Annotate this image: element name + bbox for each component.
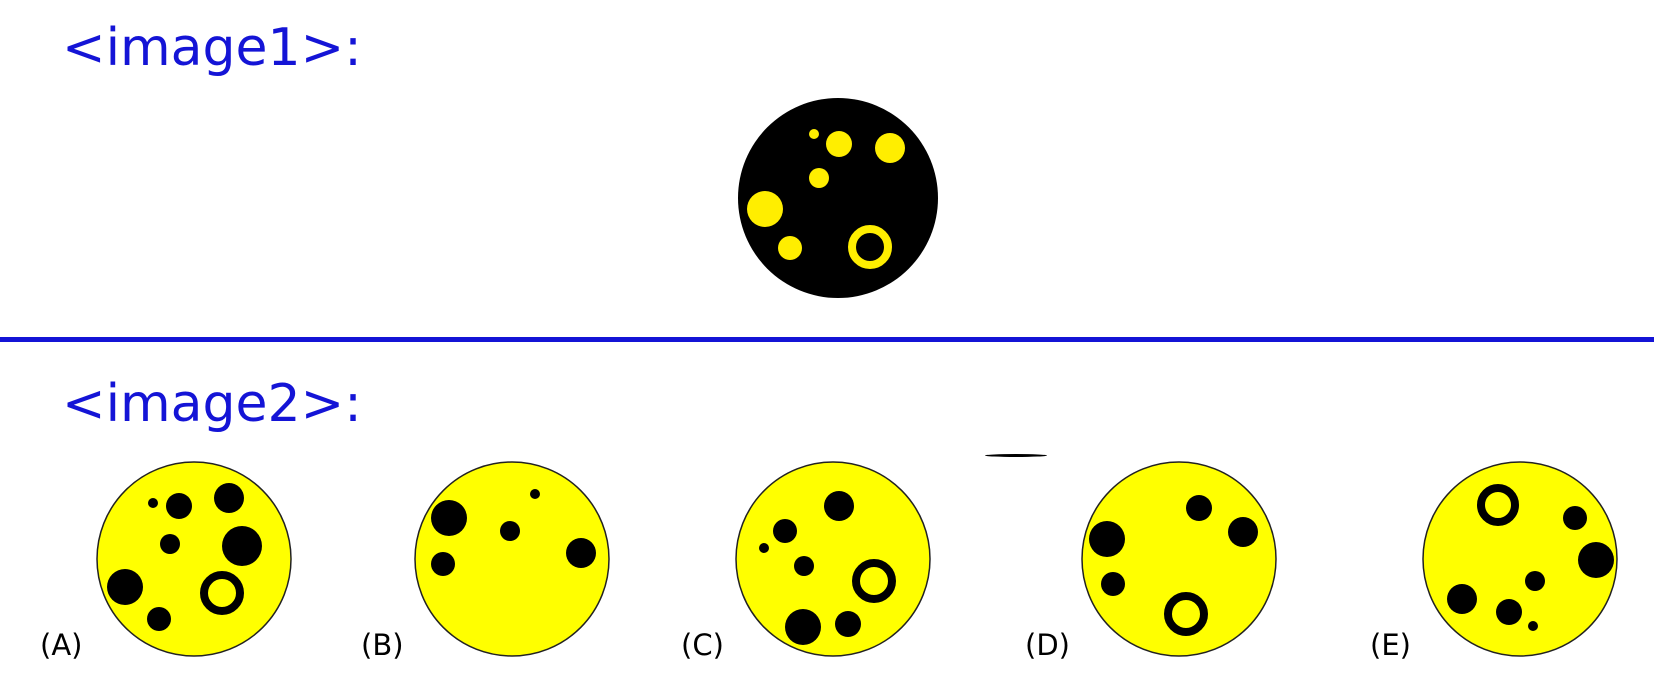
option-c-dot [759, 543, 769, 553]
option-c-body [735, 461, 931, 657]
section-divider [0, 337, 1654, 342]
reference-ring [848, 225, 892, 269]
option-b-dot [431, 552, 455, 576]
option-b-dot [566, 538, 596, 568]
option-b-dot [500, 521, 520, 541]
image1-label: <image1>: [62, 18, 362, 78]
reference-dot [875, 133, 905, 163]
option-a-dot [214, 483, 244, 513]
option-c-dot [794, 556, 814, 576]
option-c-dot [824, 491, 854, 521]
option-e-dot [1528, 621, 1538, 631]
option-d-disc [1081, 461, 1277, 657]
option-e-dot [1578, 542, 1614, 578]
stray-mark [985, 454, 1047, 457]
option-b-dot [530, 489, 540, 499]
option-a-dot [166, 493, 192, 519]
option-a-ring [200, 571, 244, 615]
option-d-label[interactable]: (D) [1025, 628, 1070, 662]
option-a-body [96, 461, 292, 657]
option-e-dot [1525, 571, 1545, 591]
option-e-dot [1563, 506, 1587, 530]
option-e-ring [1477, 484, 1519, 526]
option-a-dot [148, 498, 158, 508]
option-d-body [1081, 461, 1277, 657]
option-e-label[interactable]: (E) [1370, 628, 1411, 662]
option-d-dot [1089, 521, 1125, 557]
reference-black-disc [738, 98, 938, 298]
reference-dot [809, 168, 829, 188]
option-b-label[interactable]: (B) [361, 628, 404, 662]
option-d-ring [1164, 592, 1208, 636]
option-a-dot [222, 526, 262, 566]
option-d-dot [1186, 495, 1212, 521]
option-e-dot [1447, 584, 1477, 614]
option-b-dot [431, 500, 467, 536]
option-b-disc [414, 461, 610, 657]
option-a-dot [160, 534, 180, 554]
reference-dot [809, 129, 819, 139]
option-d-dot [1101, 572, 1125, 596]
option-c-disc [735, 461, 931, 657]
image2-label: <image2>: [62, 374, 362, 434]
option-c-dot [835, 611, 861, 637]
option-e-dot [1496, 599, 1522, 625]
reference-dot [747, 191, 783, 227]
option-a-label[interactable]: (A) [40, 628, 83, 662]
option-a-disc [96, 461, 292, 657]
option-a-dot [107, 569, 143, 605]
option-c-dot [785, 609, 821, 645]
reference-dot [778, 236, 802, 260]
option-a-dot [147, 607, 171, 631]
option-e-disc [1422, 461, 1618, 657]
option-d-dot [1228, 517, 1258, 547]
option-c-label[interactable]: (C) [681, 628, 724, 662]
option-c-dot [773, 519, 797, 543]
reference-dot [826, 131, 852, 157]
option-c-ring [852, 559, 896, 603]
